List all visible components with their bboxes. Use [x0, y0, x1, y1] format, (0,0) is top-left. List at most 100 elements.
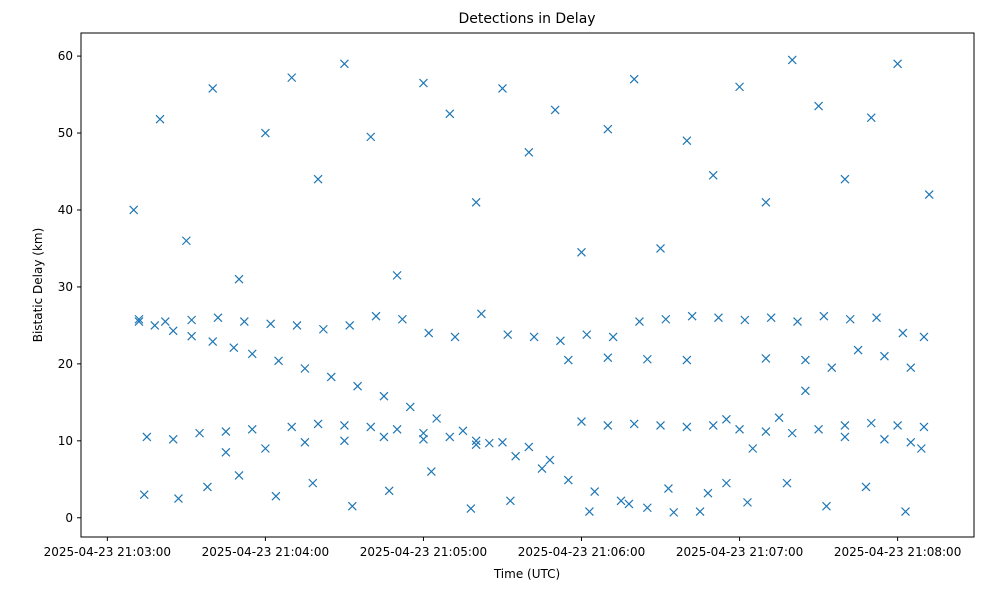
data-point [629, 74, 639, 84]
data-point [787, 55, 797, 65]
data-point [782, 478, 792, 488]
x-tick-label: 2025-04-23 21:07:00 [676, 545, 803, 559]
marks-layer [129, 55, 934, 517]
data-point [313, 174, 323, 184]
data-point [300, 364, 310, 373]
data-point [880, 351, 889, 361]
data-point [761, 354, 771, 363]
data-point [247, 349, 257, 359]
data-point [221, 447, 231, 457]
data-point [766, 313, 776, 323]
data-point [845, 314, 855, 324]
data-point [822, 501, 831, 511]
data-point [735, 424, 744, 434]
data-point [661, 314, 671, 324]
data-point [134, 314, 144, 324]
x-axis-label: Time (UTC) [493, 567, 560, 581]
data-point [187, 331, 197, 341]
data-point [484, 438, 494, 448]
data-point [603, 124, 613, 134]
data-point [274, 356, 283, 366]
data-point [793, 317, 802, 326]
chart-title: Detections in Delay [458, 11, 595, 27]
data-point [308, 478, 318, 488]
y-tick-label: 10 [58, 434, 73, 448]
data-point [695, 507, 705, 517]
data-point [379, 432, 389, 442]
data-point [426, 467, 436, 477]
data-point [300, 437, 310, 447]
data-point [524, 147, 534, 157]
data-point [366, 132, 376, 142]
y-tick-label: 60 [58, 49, 73, 63]
data-point [840, 432, 850, 442]
data-point [266, 319, 276, 329]
data-point [682, 422, 692, 432]
data-point [339, 59, 349, 69]
data-point [590, 487, 600, 497]
data-point [872, 313, 881, 323]
data-point [703, 488, 713, 498]
data-point [656, 244, 665, 253]
data-point [642, 503, 652, 513]
data-point [582, 330, 592, 340]
data-point [150, 320, 160, 330]
data-point [721, 478, 731, 488]
data-point [635, 317, 644, 326]
data-point [471, 440, 481, 450]
data-point [208, 83, 218, 93]
data-point [898, 328, 908, 338]
data-point [524, 442, 534, 452]
data-point [392, 270, 402, 280]
data-point [906, 363, 916, 373]
data-point [476, 309, 486, 319]
data-point [800, 355, 810, 365]
data-point [203, 482, 212, 492]
data-point [260, 128, 270, 138]
data-point [708, 170, 718, 180]
data-point [503, 330, 513, 340]
data-point [714, 313, 723, 323]
data-point [345, 320, 355, 330]
data-point [893, 59, 903, 69]
y-axis-label: Bistatic Delay (km) [31, 228, 45, 343]
x-tick-label: 2025-04-23 21:05:00 [360, 545, 487, 559]
data-point [208, 337, 218, 346]
data-point [708, 421, 718, 430]
data-point [366, 422, 376, 432]
data-point [740, 315, 750, 325]
x-tick-label: 2025-04-23 21:06:00 [518, 545, 645, 559]
data-point [814, 424, 824, 434]
data-point [906, 437, 916, 447]
y-tick-label: 40 [58, 203, 73, 217]
data-point [392, 424, 402, 434]
data-point [687, 311, 697, 321]
data-point [498, 83, 507, 93]
data-point [505, 496, 515, 506]
data-point [748, 444, 758, 453]
x-axis: 2025-04-23 21:03:00 2025-04-23 21:04:00 20… [44, 537, 961, 559]
data-point [511, 451, 521, 461]
data-point [142, 432, 152, 442]
y-tick-label: 0 [65, 511, 73, 525]
data-point [669, 507, 679, 517]
data-point [761, 197, 771, 207]
data-point [287, 422, 297, 432]
data-point [866, 113, 876, 123]
data-point [919, 332, 929, 342]
data-point [419, 434, 428, 444]
data-point [545, 455, 555, 465]
y-tick-label: 30 [58, 280, 73, 294]
data-point [353, 381, 363, 391]
data-point [656, 421, 665, 430]
data-point [168, 326, 178, 336]
data-point [880, 434, 889, 444]
data-point [339, 421, 349, 430]
data-point [160, 317, 170, 326]
data-point [642, 354, 652, 364]
data-point [287, 73, 297, 83]
data-point [608, 332, 618, 342]
data-point [313, 419, 323, 429]
data-point [550, 105, 560, 115]
